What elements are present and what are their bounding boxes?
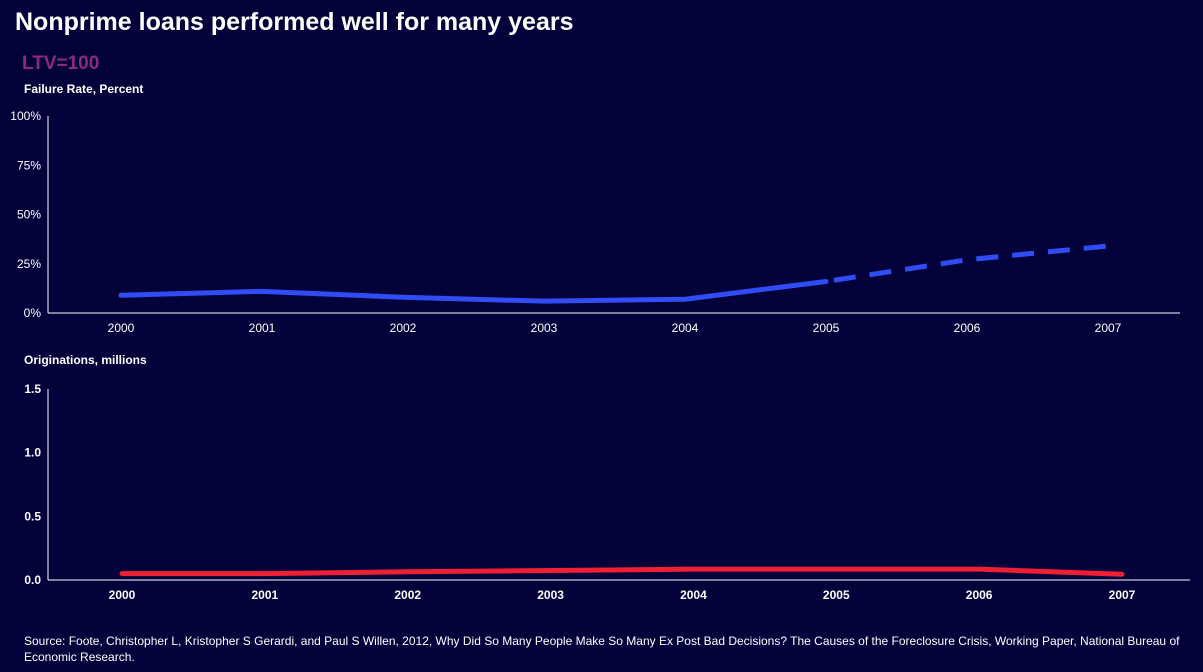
series-line-solid [118,278,829,304]
chart-title: Nonprime loans performed well for many y… [15,8,574,36]
x-tick-label: 2007 [1095,321,1122,335]
x-tick-label: 2001 [252,588,279,602]
y-tick-label: 0% [24,306,42,320]
y-tick-label: 75% [17,158,41,172]
x-tick-label: 2000 [108,321,135,335]
x-tick-label: 2005 [813,321,840,335]
y-tick-label: 50% [17,208,41,222]
x-tick-label: 2003 [537,588,564,602]
x-tick-label: 2007 [1109,588,1136,602]
x-tick-label: 2001 [249,321,276,335]
y-tick-label: 100% [10,109,41,123]
originations-chart: 0.0 0.5 1.0 1.5 2000 2001 2002 2003 2004 2005 2006… [24,382,1190,602]
x-tick-label: 2005 [823,588,850,602]
x-tick-label: 2002 [390,321,417,335]
x-tick-label: 2003 [531,321,558,335]
bottom-y-axis-title: Originations, millions [24,353,147,367]
y-tick-label: 25% [17,257,41,271]
y-tick-label: 0.5 [24,509,41,523]
y-tick-label: 0.0 [24,573,41,587]
y-tick-label: 1.0 [24,446,41,460]
x-tick-label: 2004 [680,588,707,602]
x-tick-label: 2006 [954,321,981,335]
x-tick-label: 2000 [109,588,136,602]
x-tick-label: 2002 [394,588,421,602]
series-line [119,566,1125,577]
chart-subtitle: LTV=100 [22,53,100,74]
top-y-axis-title: Failure Rate, Percent [24,82,144,96]
source-note: Source: Foote, Christopher L, Kristopher… [24,634,1180,664]
x-tick-label: 2004 [672,321,699,335]
y-tick-label: 1.5 [24,382,41,396]
series-line-dashed [825,243,1109,284]
failure-rate-chart: 0% 25% 50% 75% 100% 2000 2001 2002 2003 2004 2005 2… [10,109,1180,335]
x-tick-label: 2006 [966,588,993,602]
